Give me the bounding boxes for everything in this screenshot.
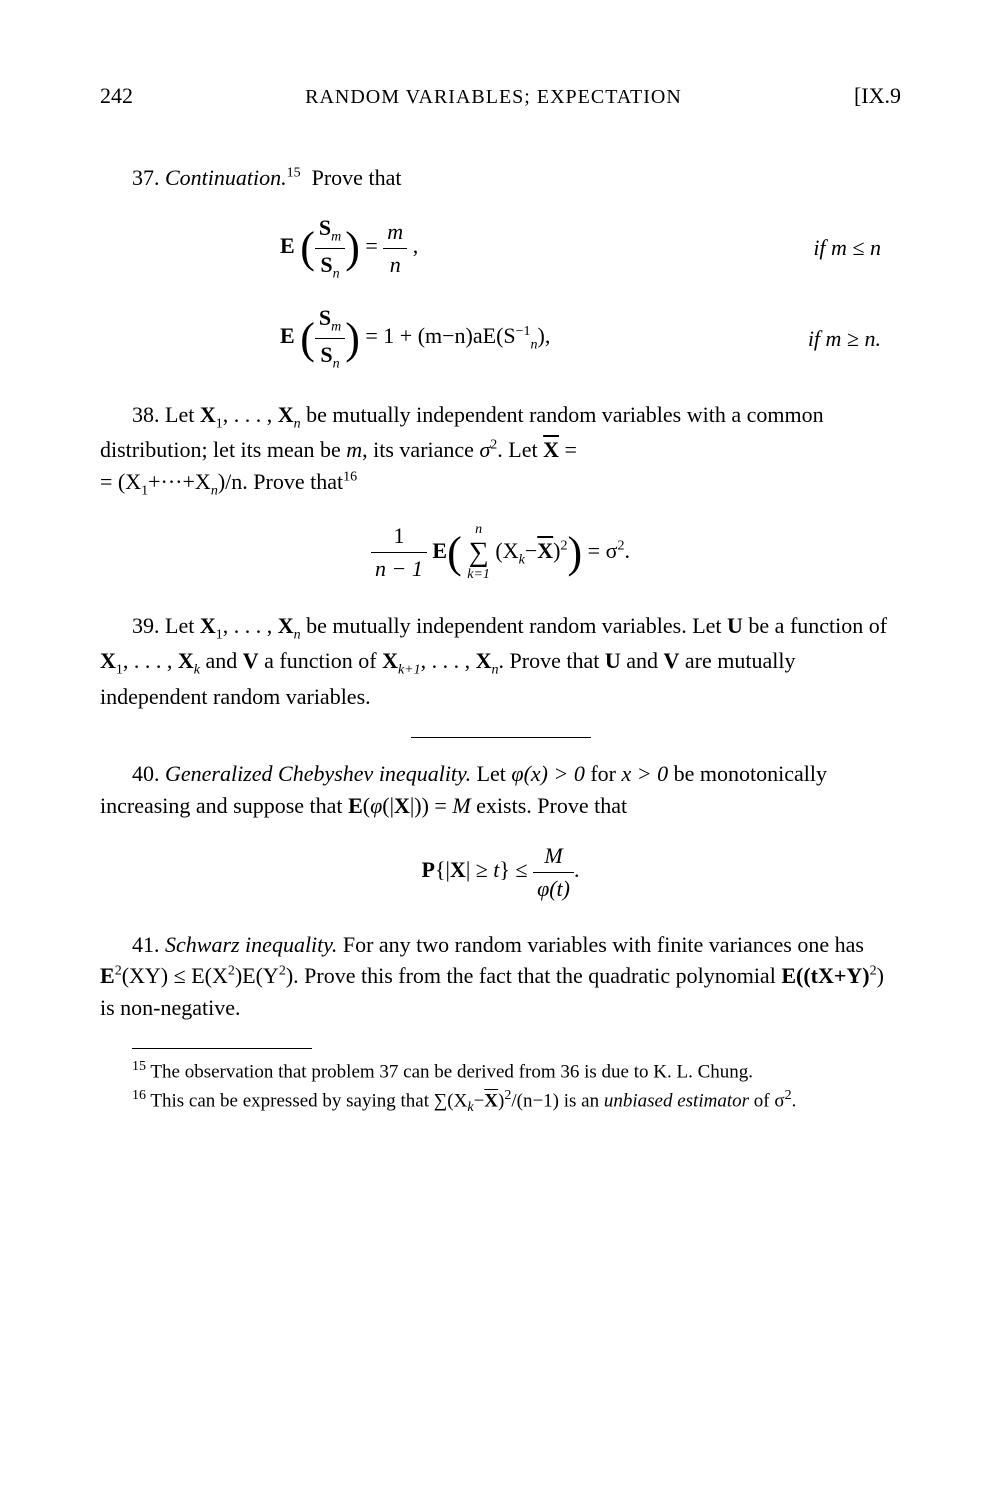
footnote-number: 15 xyxy=(132,1059,146,1074)
problem-title: Generalized Chebyshev inequality. xyxy=(165,761,471,786)
problem-text: Prove that xyxy=(312,165,402,190)
equation-condition: if m ≥ n. xyxy=(808,323,901,355)
problem-number: 37. xyxy=(132,165,160,190)
footnote-16: 16 This can be expressed by saying that … xyxy=(100,1086,901,1118)
problem-40-statement: 40. Generalized Chebyshev inequality. Le… xyxy=(100,758,901,822)
equation-lhs: E (SmSn) = 1 + (m−n)aE(S−1n), xyxy=(280,302,550,374)
equation-condition: if m ≤ n xyxy=(813,232,901,264)
problem-37-statement: 37. Continuation.15 Prove that xyxy=(100,162,901,194)
problem-38-statement: 38. Let X1, . . . , Xn be mutually indep… xyxy=(100,399,901,502)
section-reference: [IX.9 xyxy=(854,80,901,112)
problem-40: 40. Generalized Chebyshev inequality. Le… xyxy=(100,758,901,905)
footnote-text: The observation that problem 37 can be d… xyxy=(146,1062,753,1083)
problem-title: Continuation. xyxy=(165,165,287,190)
problem-number: 40. xyxy=(132,761,160,786)
equation-lhs: E (SmSn) = mn , xyxy=(280,212,418,284)
equation-38: 1n − 1 E( n∑k=1 (Xk−X)2) = σ2. xyxy=(100,520,901,586)
problem-number: 41. xyxy=(132,932,160,957)
problem-41: 41. Schwarz inequality. For any two rand… xyxy=(100,929,901,1025)
section-divider xyxy=(411,737,591,738)
problem-title: Schwarz inequality. xyxy=(165,932,337,957)
problem-41-statement: 41. Schwarz inequality. For any two rand… xyxy=(100,929,901,1025)
problem-number: 39. xyxy=(132,613,160,638)
problem-37: 37. Continuation.15 Prove that E (SmSn) … xyxy=(100,162,901,375)
problem-39-statement: 39. Let X1, . . . , Xn be mutually indep… xyxy=(100,610,901,713)
footnote-number: 16 xyxy=(132,1088,146,1103)
footnote-15: 15 The observation that problem 37 can b… xyxy=(100,1057,901,1086)
footnote-ref: 15 xyxy=(287,166,301,181)
footnote-divider xyxy=(132,1048,312,1049)
equation-37-1: E (SmSn) = mn , if m ≤ n xyxy=(100,212,901,284)
text: Let xyxy=(165,402,200,427)
problem-38: 38. Let X1, . . . , Xn be mutually indep… xyxy=(100,399,901,586)
problem-number: 38. xyxy=(132,402,160,427)
page-number: 242 xyxy=(100,80,133,112)
equation-37-2: E (SmSn) = 1 + (m−n)aE(S−1n), if m ≥ n. xyxy=(100,302,901,374)
chapter-title: RANDOM VARIABLES; EXPECTATION xyxy=(305,83,682,112)
equation-40: P{|X| ≥ t} ≤ Mφ(t). xyxy=(100,840,901,905)
footnote-text: This can be expressed by saying that xyxy=(146,1090,434,1111)
page-header: 242 RANDOM VARIABLES; EXPECTATION [IX.9 xyxy=(100,80,901,112)
problem-39: 39. Let X1, . . . , Xn be mutually indep… xyxy=(100,610,901,713)
